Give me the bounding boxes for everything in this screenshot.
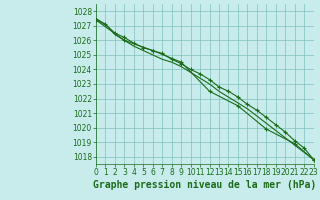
X-axis label: Graphe pression niveau de la mer (hPa): Graphe pression niveau de la mer (hPa) xyxy=(93,180,316,190)
